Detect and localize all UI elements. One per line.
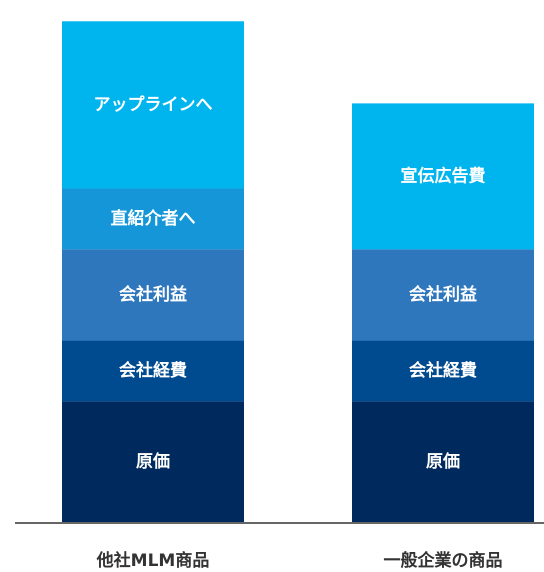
category-label-1: 一般企業の商品 xyxy=(384,550,503,571)
bar-segment-0-3 xyxy=(62,188,244,250)
segment-label-0-3: 直紹介者へ xyxy=(111,208,196,229)
bar-segment-0-4 xyxy=(62,21,244,189)
bar-segment-1-3 xyxy=(352,103,534,250)
bar-segment-1-2 xyxy=(352,249,534,341)
segment-label-1-2: 会社利益 xyxy=(409,284,477,305)
bar-segment-1-0 xyxy=(352,401,534,523)
bar-segment-1-1 xyxy=(352,340,534,402)
segment-label-0-0: 原価 xyxy=(136,451,170,472)
bar-segment-0-2 xyxy=(62,249,244,341)
segment-label-0-1: 会社経費 xyxy=(119,360,187,381)
segment-label-1-1: 会社経費 xyxy=(409,360,477,381)
segment-label-1-3: 宣伝広告費 xyxy=(401,165,486,186)
segment-label-1-0: 原価 xyxy=(426,451,460,472)
segment-label-0-4: アップラインへ xyxy=(94,94,213,115)
category-label-0: 他社MLM商品 xyxy=(96,550,210,571)
bar-segment-0-0 xyxy=(62,401,244,523)
segment-label-0-2: 会社利益 xyxy=(119,284,187,305)
bar-segment-0-1 xyxy=(62,340,244,402)
